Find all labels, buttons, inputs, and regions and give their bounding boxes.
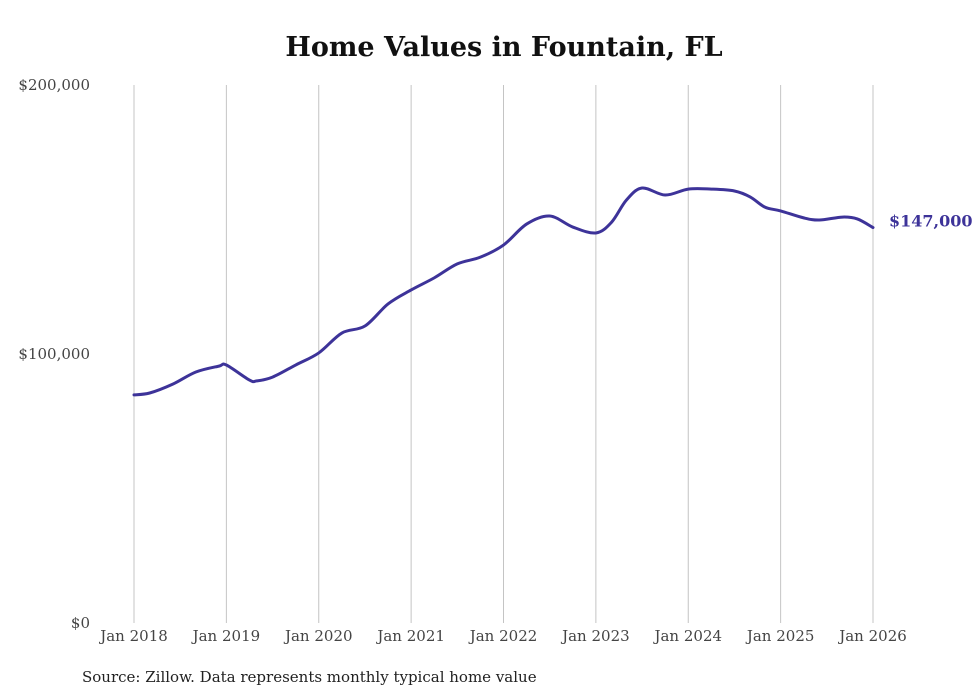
source-note: Source: Zillow. Data represents monthly … xyxy=(82,668,537,686)
end-value-label: $147,000 xyxy=(889,212,973,231)
x-tick-label: Jan 2020 xyxy=(283,627,353,645)
chart-title: Home Values in Fountain, FL xyxy=(285,32,723,63)
x-tick-label: Jan 2025 xyxy=(745,627,815,645)
x-tick-label: Jan 2021 xyxy=(375,627,445,645)
y-tick-label: $100,000 xyxy=(18,345,90,363)
y-tick-label: $200,000 xyxy=(18,76,90,94)
x-tick-label: Jan 2019 xyxy=(191,627,261,645)
x-tick-label: Jan 2024 xyxy=(652,627,722,645)
x-tick-label: Jan 2018 xyxy=(98,627,168,645)
series-line-home-value xyxy=(132,186,875,397)
x-tick-label: Jan 2026 xyxy=(837,627,907,645)
y-tick-label: $0 xyxy=(71,614,90,632)
x-tick-label: Jan 2023 xyxy=(560,627,630,645)
x-tick-label: Jan 2022 xyxy=(468,627,538,645)
